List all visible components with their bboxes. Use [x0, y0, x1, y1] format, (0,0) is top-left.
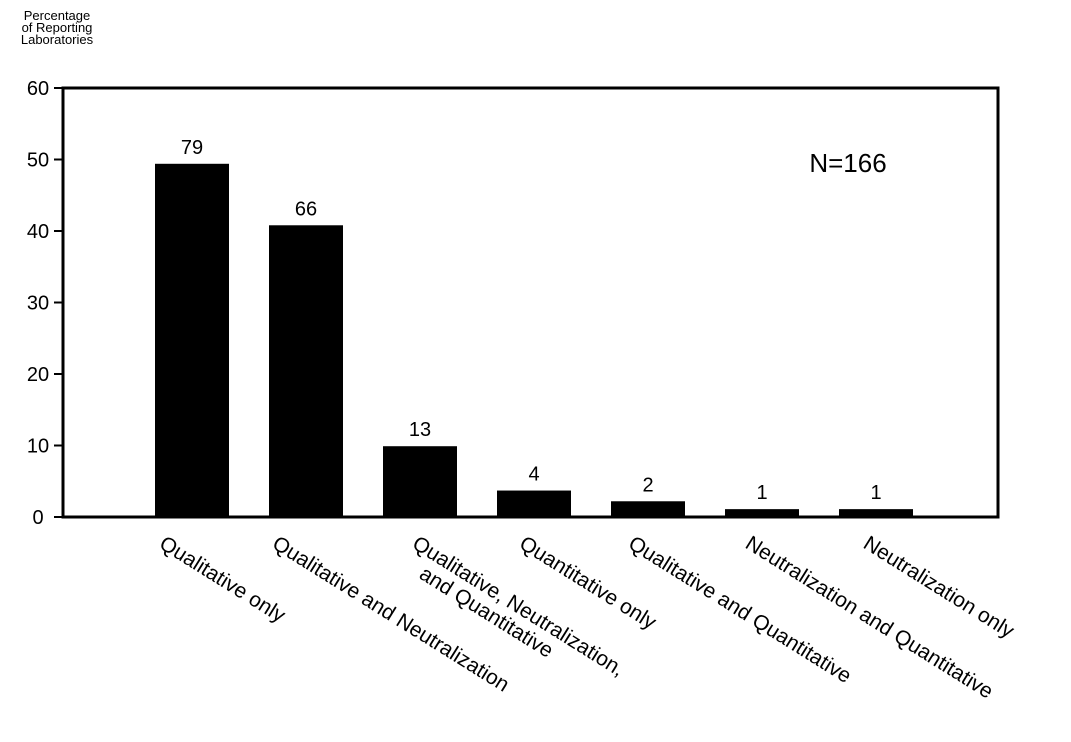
category-label: Neutralization and Quantitative	[741, 532, 997, 704]
bar-value-label: 1	[870, 482, 881, 504]
bar-value-label: 13	[409, 419, 431, 441]
category-label: Qualitative and Quantitative	[624, 532, 855, 688]
bar	[839, 509, 913, 517]
y-tick-label: 20	[27, 364, 49, 386]
bar-value-label: 66	[295, 198, 317, 220]
y-tick-label: 0	[32, 507, 43, 529]
y-tick-label: 30	[27, 293, 49, 315]
y-tick-label: 60	[27, 78, 49, 100]
category-label: Qualitative, Neutralization,and Quantita…	[408, 532, 628, 681]
bar-value-label: 1	[756, 482, 767, 504]
y-axis-label-line: Laboratories	[21, 32, 94, 47]
category-label: Qualitative only	[155, 532, 289, 628]
bars	[155, 163, 913, 518]
y-tick-label: 50	[27, 150, 49, 172]
category-label-line: Neutralization and Quantitative	[741, 532, 997, 704]
bar-value-label: 79	[181, 137, 203, 159]
bar-value-label: 2	[642, 474, 653, 496]
y-axis-label-line: of Reporting	[22, 20, 93, 35]
y-tick-label: 10	[27, 436, 49, 458]
bar	[611, 501, 685, 517]
data-labels: 79 66 13 4 2 1 1	[181, 137, 882, 504]
category-label-line: Qualitative only	[155, 532, 289, 628]
bar	[725, 509, 799, 517]
bar-value-label: 4	[528, 464, 539, 486]
category-label-line: Qualitative and Quantitative	[624, 532, 855, 688]
y-tick-label: 40	[27, 221, 49, 243]
sample-size-annotation: N=166	[809, 148, 886, 178]
bar	[383, 446, 457, 517]
y-axis-label-line: Percentage	[24, 8, 91, 23]
bar	[269, 225, 343, 517]
bar	[155, 163, 229, 518]
y-axis-ticks: 0 10 20 30 40 50 60	[27, 78, 63, 529]
bar	[497, 490, 571, 517]
